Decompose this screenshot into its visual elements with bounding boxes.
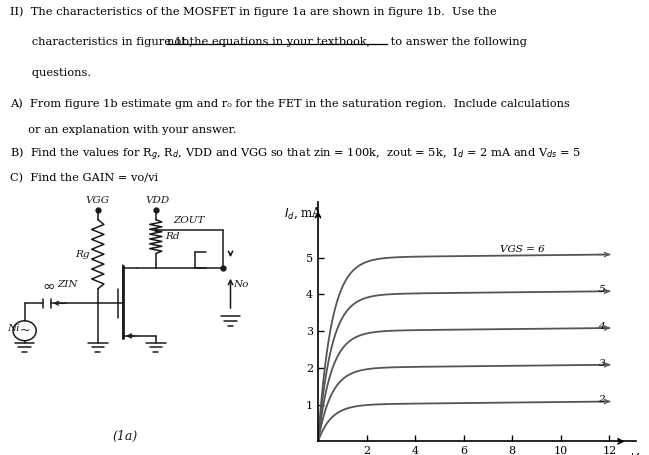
Text: $\mathit{I_d}$, mA: $\mathit{I_d}$, mA	[284, 206, 323, 221]
Text: not the equations in your textbook,: not the equations in your textbook,	[167, 37, 370, 47]
Text: characteristics in figure 1b,: characteristics in figure 1b,	[10, 37, 196, 47]
Text: questions.: questions.	[10, 68, 91, 78]
Text: II)  The characteristics of the MOSFET in figure 1a are shown in figure 1b.  Use: II) The characteristics of the MOSFET in…	[10, 6, 496, 17]
Text: Rd: Rd	[165, 232, 180, 241]
Text: 4: 4	[598, 322, 605, 331]
Text: A)  From figure 1b estimate gm and r₀ for the FET in the saturation region.  Inc: A) From figure 1b estimate gm and r₀ for…	[10, 98, 570, 109]
Text: ZOUT: ZOUT	[174, 216, 205, 225]
Text: VDD: VDD	[145, 196, 169, 205]
Text: B)  Find the values for R$_g$, R$_d$, VDD and VGG so that zin = 100k,  zout = 5k: B) Find the values for R$_g$, R$_d$, VDD…	[10, 146, 581, 163]
Text: $\mathit{V_{DS}}$: $\mathit{V_{DS}}$	[630, 452, 649, 455]
Text: or an explanation with your answer.: or an explanation with your answer.	[10, 125, 236, 135]
Text: to answer the following: to answer the following	[387, 37, 527, 47]
Text: ~: ~	[19, 324, 30, 337]
Text: 3: 3	[598, 359, 605, 368]
Text: C)  Find the GAIN = vo/vi: C) Find the GAIN = vo/vi	[10, 173, 158, 183]
Text: 5: 5	[598, 285, 605, 294]
Text: ∞: ∞	[43, 279, 55, 294]
Text: VGS = 6: VGS = 6	[500, 245, 545, 254]
Text: VGG: VGG	[86, 196, 110, 205]
Text: (1a): (1a)	[113, 430, 138, 443]
Text: Ni: Ni	[7, 324, 19, 333]
Text: 2: 2	[598, 395, 605, 404]
Text: Rg: Rg	[75, 250, 89, 259]
Text: ZIN: ZIN	[57, 280, 77, 289]
Text: No: No	[234, 280, 249, 289]
